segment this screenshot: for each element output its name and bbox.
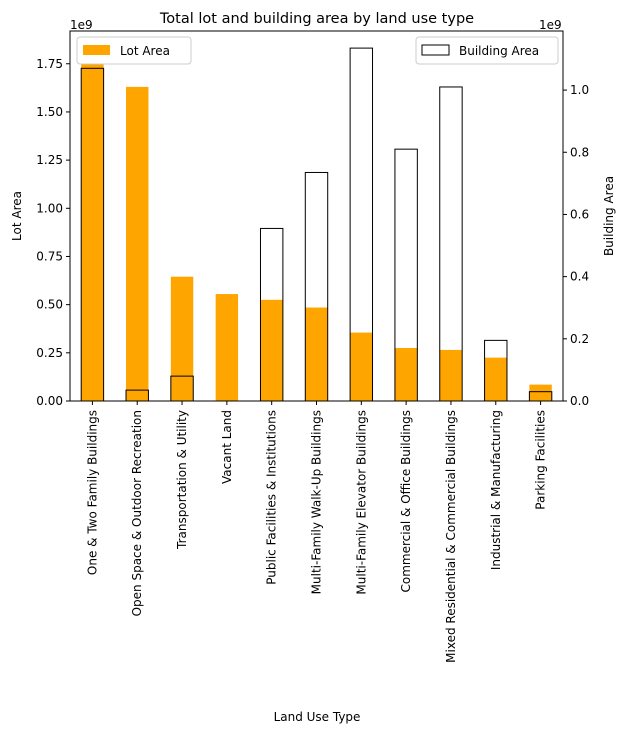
x-tick-label: Transportation & Utility xyxy=(175,410,189,550)
legend-building-area-swatch xyxy=(421,44,450,56)
right-axis-label: Building Area xyxy=(602,176,616,256)
left-tick-label: 0.75 xyxy=(36,249,63,263)
x-tick-label: Public Facilities & Institutions xyxy=(265,410,279,585)
left-tick-label: 1.00 xyxy=(36,201,63,215)
legend-left-box xyxy=(76,36,192,65)
legend-building-area-label: Building Area xyxy=(459,44,539,58)
legend-right-box xyxy=(415,36,559,65)
x-tick-label: Mixed Residential & Commercial Buildings xyxy=(444,410,458,663)
right-tick-label: 0.0 xyxy=(570,394,589,408)
right-tick-label: 0.8 xyxy=(570,145,589,159)
left-offset-text: 1e9 xyxy=(70,18,93,32)
lot-area-bar xyxy=(126,86,149,402)
lot-area-bar xyxy=(350,332,373,401)
x-tick-label: Commercial & Office Buildings xyxy=(399,410,413,593)
x-tick-label: Multi-Family Walk-Up Buildings xyxy=(310,410,324,594)
left-tick-label: 1.25 xyxy=(36,153,63,167)
chart-title: Total lot and building area by land use … xyxy=(159,11,474,27)
right-offset-text: 1e9 xyxy=(539,18,562,32)
lot-area-bar xyxy=(215,294,239,401)
x-tick-label: One & Two Family Buildings xyxy=(85,410,99,575)
lot-area-bar xyxy=(484,357,507,401)
lot-area-bar xyxy=(305,307,328,401)
x-tick-label: Vacant Land xyxy=(220,410,234,484)
legend-lot-area-label: Lot Area xyxy=(120,44,170,58)
right-tick-label: 0.4 xyxy=(570,270,589,284)
legend-lot-area-swatch xyxy=(83,45,110,55)
left-axis-label: Lot Area xyxy=(10,191,24,241)
lot-area-bar xyxy=(81,54,104,401)
lot-area-bar xyxy=(260,299,283,401)
chart-marks: 0.00 0.25 0.50 0.75 1.00 1.25 1.50 1.75 0.0 0.2 0.… xyxy=(36,30,589,663)
lot-area-bar xyxy=(170,276,194,401)
x-tick-label: Multi-Family Elevator Buildings xyxy=(354,410,368,595)
left-tick-label: 0.00 xyxy=(36,394,63,408)
x-tick-label: Open Space & Outdoor Recreation xyxy=(130,410,144,616)
x-tick-label: Industrial & Manufacturing xyxy=(489,410,503,570)
right-tick-label: 0.6 xyxy=(570,207,589,221)
lot-area-bar xyxy=(529,384,552,401)
x-tick-label: Parking Facilities xyxy=(534,410,548,510)
lot-area-bar xyxy=(394,348,418,401)
left-tick-label: 0.50 xyxy=(36,298,63,312)
lot-area-bar xyxy=(439,349,463,401)
x-axis-label: Land Use Type xyxy=(274,710,361,724)
left-tick-label: 1.50 xyxy=(36,105,63,119)
right-tick-label: 1.0 xyxy=(570,83,589,97)
left-tick-label: 1.75 xyxy=(36,57,63,71)
left-tick-label: 0.25 xyxy=(36,346,63,360)
right-tick-label: 0.2 xyxy=(570,332,589,346)
